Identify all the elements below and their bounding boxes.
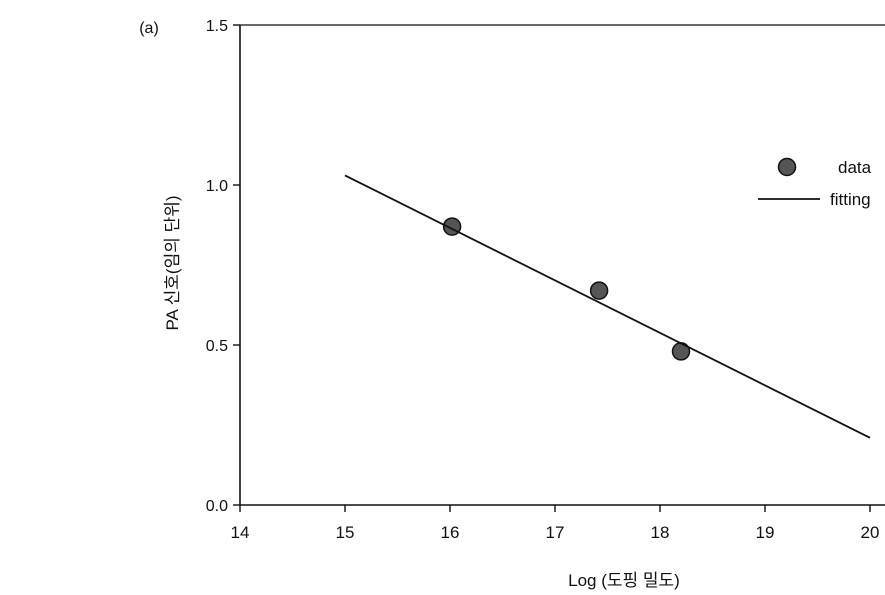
x-tick-label: 16 — [441, 523, 460, 542]
axes: 0.0 0.5 1.0 1.5 14 15 16 17 18 19 20 — [206, 18, 885, 542]
data-point — [589, 281, 609, 300]
x-tick-label: 19 — [756, 523, 775, 542]
y-tick-label: 1.0 — [206, 178, 228, 195]
x-axis-label: Log (도핑 밀도) — [568, 571, 680, 590]
legend-marker-data — [777, 157, 797, 177]
fitting-line — [344, 174, 871, 439]
y-axis-label: PA 신호(임의 단위) — [163, 195, 182, 330]
x-tick-label: 15 — [336, 523, 355, 542]
x-tick-label: 14 — [231, 523, 250, 542]
legend-label-fitting: fitting — [830, 190, 871, 209]
x-tick-label: 18 — [651, 523, 670, 542]
x-tick-label: 17 — [546, 523, 565, 542]
legend-label-data: data — [838, 158, 872, 177]
x-tick-label: 20 — [861, 523, 880, 542]
y-tick-label: 1.5 — [206, 18, 228, 35]
y-tick-label: 0.0 — [206, 498, 228, 515]
panel-label: (a) — [139, 20, 159, 37]
legend: data fitting — [758, 157, 872, 209]
series-layer — [344, 174, 871, 439]
y-tick-label: 0.5 — [206, 338, 228, 355]
